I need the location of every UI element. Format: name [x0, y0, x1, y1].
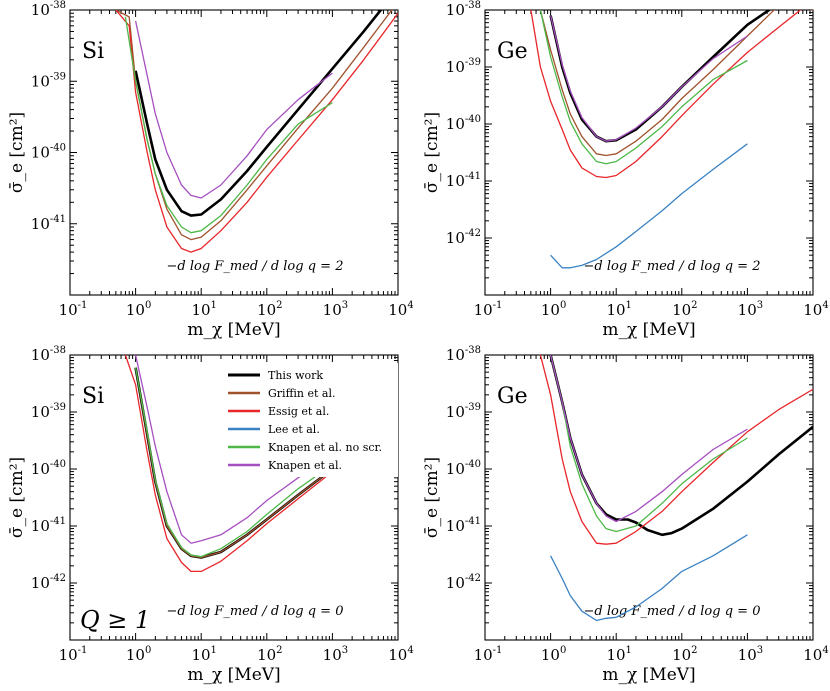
- y-tick-label: 10-41: [446, 171, 481, 190]
- legend: This work Griffin et al. Essig et al. Lee e…: [222, 363, 398, 477]
- series-line-this-work: [134, 10, 383, 217]
- x-tick-label: 104: [388, 300, 413, 319]
- legend-label: Knapen et al.: [268, 459, 342, 472]
- legend-box: [222, 363, 398, 477]
- series-line-essig-et-al-: [115, 10, 398, 253]
- series-line-lee-et-al-: [550, 534, 748, 622]
- panel-top-right: 10-1 100 101 102 103 104 10-42 10-41 10-40 10-39 1…: [422, 0, 829, 340]
- x-axis-label: m_χ [MeV]: [187, 665, 280, 685]
- series-line-essig-et-al-: [539, 355, 813, 545]
- legend-label: Lee et al.: [268, 423, 320, 436]
- x-axis-label: m_χ [MeV]: [602, 320, 695, 340]
- y-tick-label: 10-42: [446, 228, 481, 247]
- y-tick-label: 10-40: [446, 459, 481, 478]
- y-tick-label: 10-38: [31, 0, 66, 19]
- x-tick-label: 102: [672, 300, 697, 319]
- series-line-knapen-et-al-no-scr-: [549, 355, 748, 533]
- y-tick-label: 10-38: [31, 345, 66, 364]
- y-axis-label: σ̄_e [cm²]: [422, 112, 442, 193]
- y-tick-label: 10-40: [446, 114, 481, 133]
- series-line-knapen-et-al-: [549, 355, 748, 523]
- series-line-essig-et-al-: [530, 10, 802, 179]
- x-tick-label: 10-1: [474, 645, 503, 664]
- series-line-griffin-et-al-: [539, 10, 813, 157]
- y-tick-label: 10-38: [446, 345, 481, 364]
- x-tick-label: 102: [257, 645, 282, 664]
- x-axis-label: m_χ [MeV]: [187, 320, 280, 340]
- legend-label: Essig et al.: [268, 405, 329, 418]
- plot-frame: [69, 9, 399, 296]
- y-tick-label: 10-40: [31, 143, 66, 162]
- mediator-annotation: −d log F_med / d log q = 0: [584, 604, 761, 619]
- x-tick-label: 10-1: [474, 300, 503, 319]
- y-tick-label: 10-42: [31, 573, 66, 592]
- plot-frame: [484, 9, 814, 296]
- panel-subtitle: Q ≥ 1: [80, 606, 150, 634]
- y-tick-label: 10-39: [31, 71, 66, 90]
- series-line-lee-et-al-: [550, 143, 748, 269]
- series-line-this-work: [549, 355, 813, 537]
- x-tick-label: 104: [803, 300, 828, 319]
- series-line-knapen-et-al-no-scr-: [124, 16, 333, 234]
- x-tick-label: 100: [126, 645, 151, 664]
- series-line-knapen-et-al-: [134, 20, 333, 199]
- legend-label: This work: [268, 369, 323, 382]
- mediator-annotation: −d log F_med / d log q = 0: [167, 604, 344, 619]
- y-tick-label: 10-42: [446, 573, 481, 592]
- x-tick-label: 100: [541, 300, 566, 319]
- legend-label: Knapen et al. no scr.: [268, 441, 382, 454]
- plot-frame: [484, 354, 814, 641]
- panel-title: Si: [82, 384, 104, 409]
- y-axis-label: σ̄_e [cm²]: [7, 457, 27, 538]
- x-tick-label: 103: [738, 645, 763, 664]
- y-tick-label: 10-41: [446, 516, 481, 535]
- x-tick-label: 103: [738, 300, 763, 319]
- series-line-knapen-et-al-: [549, 15, 748, 142]
- series-line-knapen-et-al-no-scr-: [134, 367, 333, 558]
- x-tick-label: 101: [606, 645, 631, 664]
- legend-label: Griffin et al.: [268, 387, 335, 400]
- x-tick-label: 102: [672, 645, 697, 664]
- x-tick-label: 104: [803, 645, 828, 664]
- y-tick-label: 10-39: [446, 402, 481, 421]
- y-tick-label: 10-38: [446, 0, 481, 19]
- x-tick-label: 103: [323, 645, 348, 664]
- x-tick-label: 100: [126, 300, 151, 319]
- y-tick-label: 10-41: [31, 516, 66, 535]
- series-group: [530, 10, 813, 269]
- x-tick-label: 10-1: [59, 300, 88, 319]
- y-tick-label: 10-39: [31, 402, 66, 421]
- panel-bottom-right: 10-1 100 101 102 103 104 10-42 10-41 10-40 10-39 1…: [422, 345, 829, 685]
- x-tick-label: 101: [191, 300, 216, 319]
- series-line-knapen-et-al-: [134, 355, 333, 544]
- y-axis-label: σ̄_e [cm²]: [7, 112, 27, 193]
- panel-title: Si: [82, 39, 104, 64]
- x-tick-label: 10-1: [59, 645, 88, 664]
- y-tick-label: 10-39: [446, 57, 481, 76]
- panel-top-left: 10-1 100 101 102 103 104 10-41 10-40 10-39 10-38 m…: [7, 0, 414, 340]
- series-line-knapen-et-al-no-scr-: [539, 10, 748, 165]
- x-tick-label: 101: [191, 645, 216, 664]
- x-tick-label: 104: [388, 645, 413, 664]
- mediator-annotation: −d log F_med / d log q = 2: [167, 259, 344, 274]
- x-axis-label: m_χ [MeV]: [602, 665, 695, 685]
- series-group: [115, 10, 398, 253]
- panel-title: Ge: [497, 39, 528, 64]
- y-tick-label: 10-40: [31, 459, 66, 478]
- series-group: [539, 355, 813, 622]
- y-axis-label: σ̄_e [cm²]: [422, 457, 442, 538]
- x-tick-label: 101: [606, 300, 631, 319]
- mediator-annotation: −d log F_med / d log q = 2: [584, 259, 761, 274]
- x-tick-label: 102: [257, 300, 282, 319]
- plot-frame: [69, 354, 399, 641]
- x-tick-label: 103: [323, 300, 348, 319]
- series-line-griffin-et-al-: [115, 10, 393, 241]
- x-tick-label: 100: [541, 645, 566, 664]
- series-line-essig-et-al-: [124, 355, 398, 573]
- panel-title: Ge: [497, 384, 528, 409]
- y-tick-label: 10-41: [31, 214, 66, 233]
